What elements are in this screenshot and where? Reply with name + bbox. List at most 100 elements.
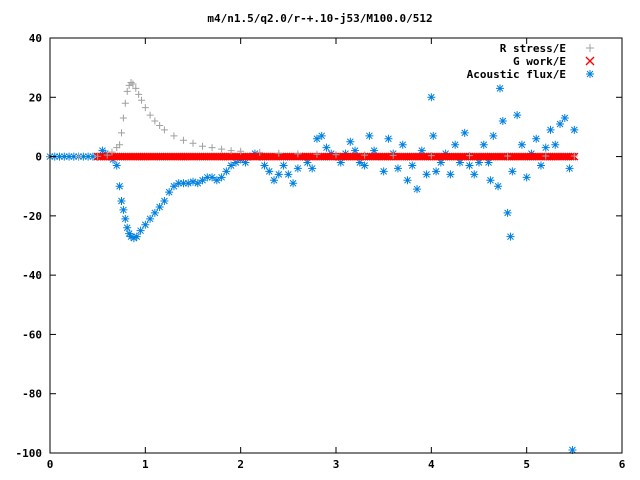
series-r-stress-e xyxy=(46,78,578,161)
data-point xyxy=(237,147,245,155)
data-point xyxy=(123,87,131,95)
data-point xyxy=(275,149,283,157)
data-point xyxy=(313,150,321,158)
plot-area xyxy=(46,78,579,455)
series-g-work-e xyxy=(93,152,579,161)
data-point xyxy=(303,158,312,167)
data-point xyxy=(94,152,102,160)
data-point xyxy=(522,173,531,182)
data-point xyxy=(222,167,231,176)
data-point xyxy=(351,146,360,155)
data-point xyxy=(279,161,288,170)
data-point xyxy=(470,170,479,179)
data-point xyxy=(393,164,402,173)
data-point xyxy=(551,140,560,149)
data-point xyxy=(127,78,135,86)
data-point xyxy=(155,202,164,211)
data-point xyxy=(208,144,216,152)
x-tick-label: 1 xyxy=(142,458,149,471)
data-point xyxy=(436,158,445,167)
x-tick-label: 2 xyxy=(237,458,244,471)
data-point xyxy=(132,232,141,241)
data-point xyxy=(116,141,124,149)
data-point xyxy=(504,152,512,160)
y-tick-label: 0 xyxy=(35,151,42,164)
data-point xyxy=(398,140,407,149)
data-point xyxy=(160,126,168,134)
data-point xyxy=(494,182,503,191)
data-point xyxy=(486,176,495,185)
data-point xyxy=(189,177,197,186)
data-point xyxy=(170,132,178,140)
data-point xyxy=(322,143,331,152)
data-point xyxy=(151,117,159,125)
y-tick-label: -20 xyxy=(22,210,42,223)
data-point xyxy=(365,131,374,140)
data-point xyxy=(370,146,379,155)
data-point xyxy=(55,152,64,161)
data-point xyxy=(432,167,441,176)
legend-marker xyxy=(586,70,594,78)
data-point xyxy=(332,151,340,159)
data-point xyxy=(203,173,212,182)
data-point xyxy=(336,158,345,167)
data-point xyxy=(118,129,125,137)
data-point xyxy=(103,151,111,159)
data-point xyxy=(256,148,264,156)
data-point xyxy=(360,161,369,170)
data-point xyxy=(532,134,541,143)
data-point xyxy=(312,134,321,143)
data-point xyxy=(460,128,469,137)
data-point xyxy=(112,161,121,170)
data-point xyxy=(156,121,164,129)
data-point xyxy=(403,176,412,185)
legend-label: Acoustic flux/E xyxy=(467,68,566,81)
data-point xyxy=(115,182,124,191)
data-point xyxy=(198,176,207,185)
legend-label: R stress/E xyxy=(500,42,566,55)
data-point xyxy=(274,170,283,179)
y-tick-label: 20 xyxy=(29,91,42,104)
y-tick-label: -60 xyxy=(22,328,42,341)
data-point xyxy=(227,147,235,155)
data-point xyxy=(294,150,302,158)
x-tick-label: 0 xyxy=(47,458,54,471)
data-point xyxy=(513,111,522,120)
x-tick-label: 3 xyxy=(333,458,340,471)
data-point xyxy=(542,152,550,160)
data-point xyxy=(346,137,355,146)
data-point xyxy=(218,145,226,153)
data-point xyxy=(427,152,435,160)
data-point xyxy=(308,164,317,173)
data-point xyxy=(484,158,493,167)
data-point xyxy=(113,144,121,152)
data-point xyxy=(384,134,393,143)
data-point xyxy=(136,226,145,235)
data-point xyxy=(241,158,250,167)
data-point xyxy=(408,161,417,170)
data-point xyxy=(465,152,473,160)
data-point xyxy=(413,185,422,194)
data-point xyxy=(506,232,515,241)
data-point xyxy=(429,131,438,140)
data-point xyxy=(227,161,236,170)
data-point xyxy=(495,84,504,93)
data-point xyxy=(208,173,217,182)
data-point xyxy=(135,90,143,98)
data-point xyxy=(184,179,193,188)
data-point xyxy=(119,114,127,122)
data-point xyxy=(546,125,555,134)
data-point xyxy=(60,152,69,161)
data-point xyxy=(119,205,128,214)
data-point xyxy=(79,152,88,161)
data-point xyxy=(88,152,97,161)
data-point xyxy=(174,179,183,188)
data-point xyxy=(355,158,364,167)
data-point xyxy=(141,220,150,229)
data-point xyxy=(127,232,136,241)
data-point xyxy=(125,81,133,89)
data-point xyxy=(146,111,154,119)
data-point xyxy=(179,179,188,188)
